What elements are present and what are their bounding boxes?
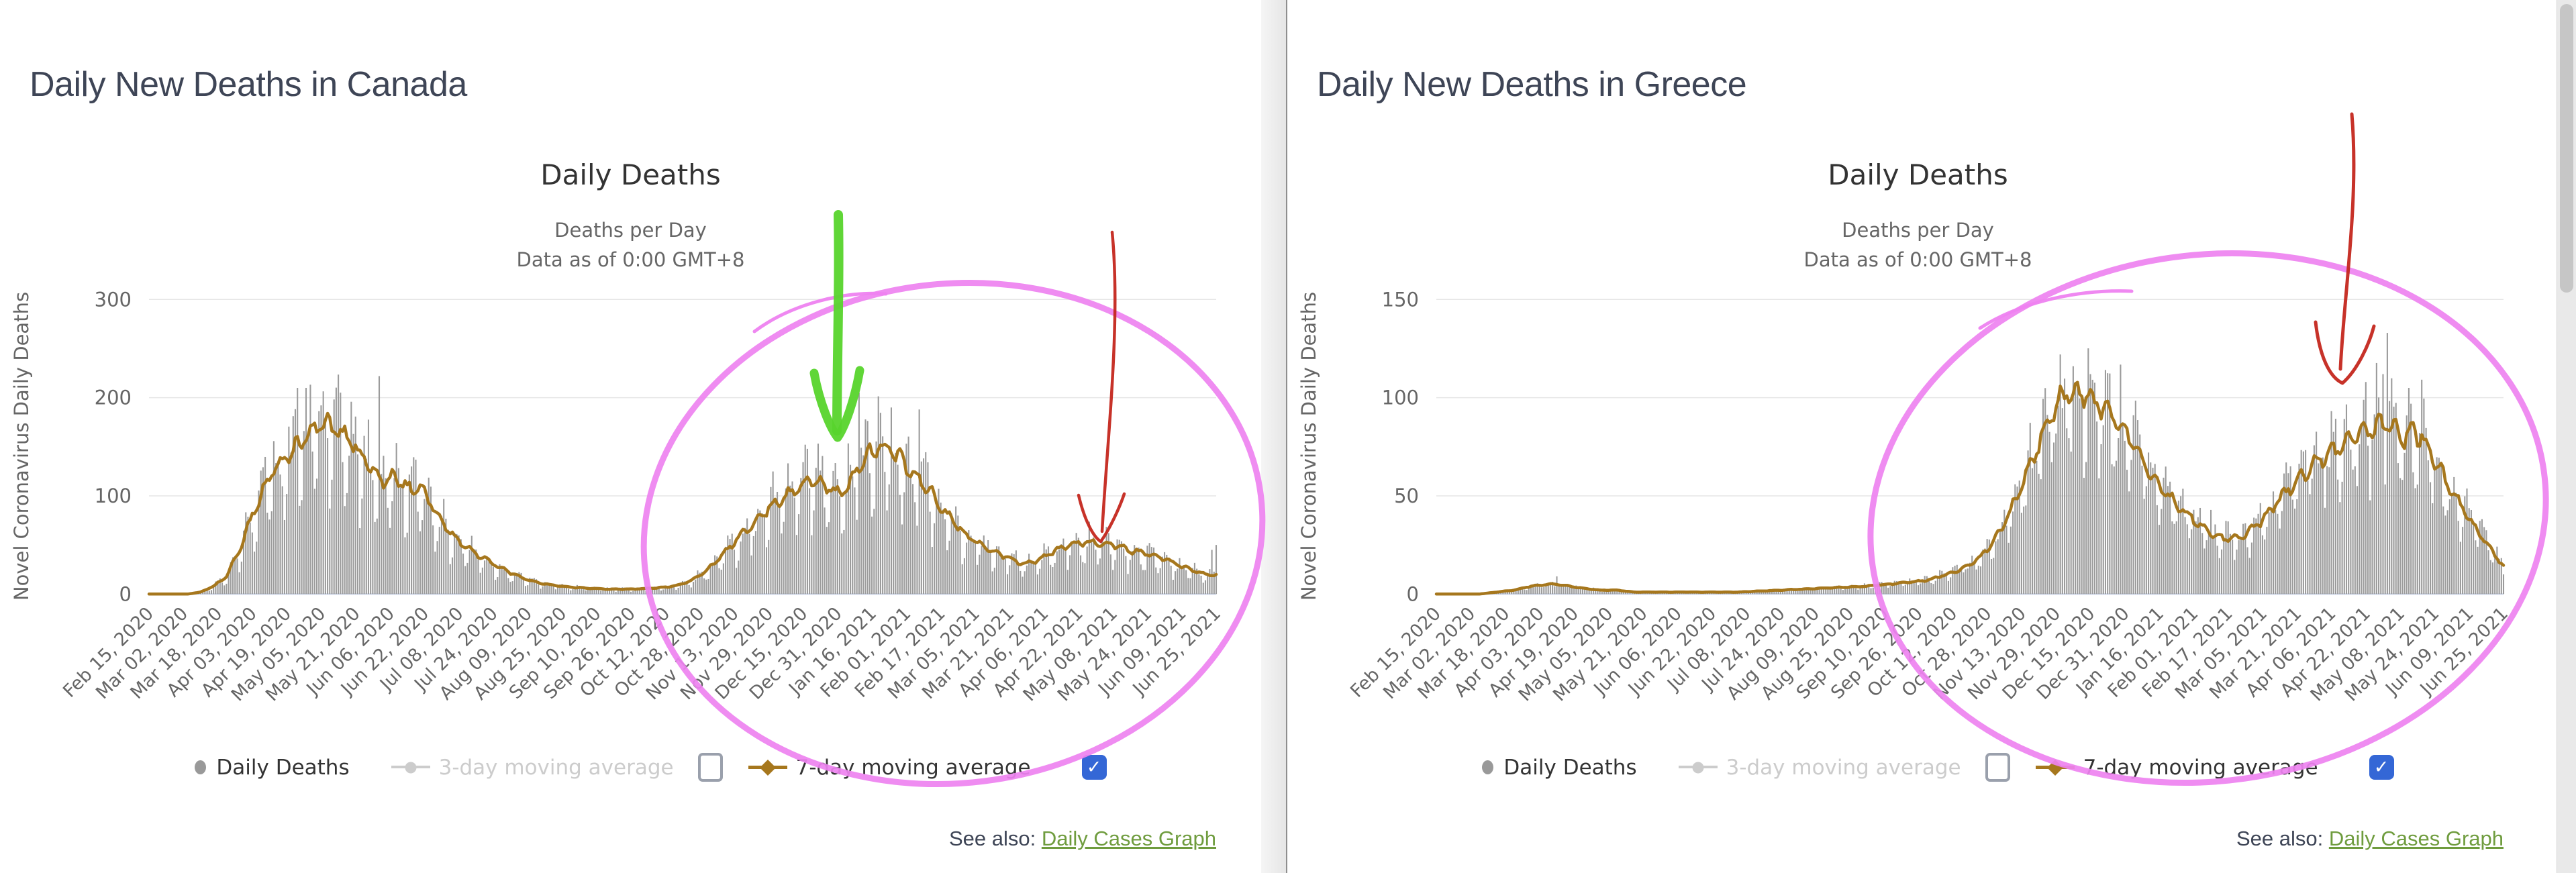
svg-text:0: 0: [119, 582, 132, 605]
legend-item-daily-deaths[interactable]: Daily Deaths: [195, 755, 350, 780]
3day-average-checkbox[interactable]: [1985, 753, 2010, 782]
check-icon: ✓: [1086, 757, 1102, 778]
scrollbar-thumb[interactable]: [2560, 4, 2573, 293]
page-title: Daily New Deaths in Greece: [1317, 65, 1747, 104]
daily-cases-graph-link[interactable]: Daily Cases Graph: [1041, 827, 1216, 850]
legend-item-7day-average[interactable]: 7-day moving average: [2035, 755, 2318, 780]
7day-average-marker-icon: [748, 759, 787, 776]
chart-title: Daily Deaths: [540, 158, 721, 191]
daily-cases-graph-link[interactable]: Daily Cases Graph: [2328, 827, 2504, 850]
panel-greece: Daily New Deaths in Greece 0 50 100 150 Feb …: [1287, 0, 2555, 873]
page-title: Daily New Deaths in Canada: [30, 65, 467, 104]
see-also: See also: Daily Cases Graph: [0, 827, 1216, 851]
chart-subtitle: Deaths per Day: [554, 219, 707, 242]
legend-label: Daily Deaths: [216, 755, 350, 780]
svg-text:300: 300: [95, 288, 132, 311]
3day-average-marker-icon: [1678, 762, 1718, 773]
svg-text:100: 100: [95, 484, 132, 507]
daily-deaths-marker-icon: [195, 760, 207, 774]
chart-subtitle-data-as-of: Data as of 0:00 GMT+8: [516, 248, 745, 271]
chart-legend: Daily Deaths 3-day moving average 7-day …: [20, 753, 1281, 782]
chart-title: Daily Deaths: [1828, 158, 2008, 191]
chart-legend: Daily Deaths 3-day moving average 7-day …: [1307, 753, 2569, 782]
svg-text:100: 100: [1382, 387, 1419, 409]
legend-label: Daily Deaths: [1503, 755, 1637, 780]
legend-item-daily-deaths[interactable]: Daily Deaths: [1482, 755, 1637, 780]
svg-text:200: 200: [95, 387, 132, 409]
legend-label: 3-day moving average: [1726, 755, 1961, 780]
window-divider: [1261, 0, 1288, 873]
svg-text:150: 150: [1382, 288, 1419, 311]
legend-label: 7-day moving average: [2083, 755, 2318, 780]
legend-item-3day-average[interactable]: 3-day moving average: [391, 756, 674, 780]
7day-average-checkbox[interactable]: ✓: [1081, 755, 1107, 780]
y-axis-title: Novel Coronavirus Daily Deaths: [10, 291, 33, 601]
legend-label: 3-day moving average: [438, 755, 674, 780]
daily-deaths-marker-icon: [1482, 760, 1494, 774]
legend-label: 7-day moving average: [795, 755, 1031, 780]
scrollbar[interactable]: [2557, 0, 2576, 873]
svg-text:50: 50: [1394, 484, 1419, 507]
svg-text:0: 0: [1407, 582, 1419, 605]
3day-average-checkbox[interactable]: [697, 753, 723, 782]
see-also-label: See also:: [948, 827, 1042, 850]
check-icon: ✓: [2373, 757, 2389, 778]
legend-item-7day-average[interactable]: 7-day moving average: [748, 756, 1031, 780]
y-axis-title: Novel Coronavirus Daily Deaths: [1297, 291, 1320, 601]
see-also: See also: Daily Cases Graph: [1287, 827, 2504, 851]
7day-average-checkbox[interactable]: ✓: [2369, 755, 2394, 780]
3day-average-marker-icon: [391, 762, 430, 773]
legend-item-3day-average[interactable]: 3-day moving average: [1678, 755, 1961, 780]
chart-subtitle-data-as-of: Data as of 0:00 GMT+8: [1803, 248, 2032, 271]
chart-subtitle: Deaths per Day: [1842, 219, 1994, 242]
7day-average-marker-icon: [2035, 759, 2075, 776]
panel-canada: Daily New Deaths in Canada 0 100 200 300 Feb…: [0, 0, 1261, 873]
see-also-label: See also:: [2236, 827, 2329, 850]
